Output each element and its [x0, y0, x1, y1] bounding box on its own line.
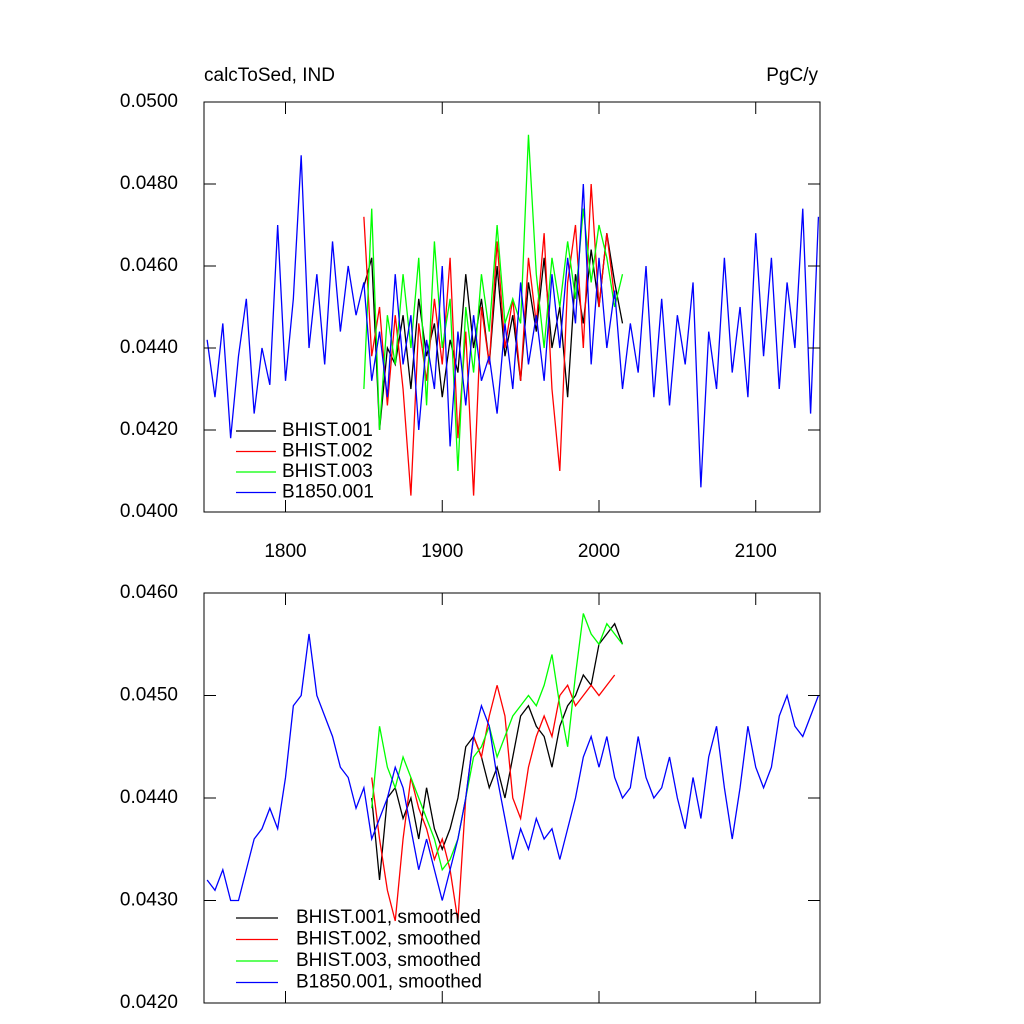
legend-label: BHIST.002, smoothed: [296, 929, 481, 950]
y-tick-label: 0.0400: [120, 501, 178, 522]
legend-label: BHIST.002: [282, 441, 373, 462]
y-tick-label: 0.0440: [120, 337, 178, 358]
x-tick-label: 1800: [264, 541, 306, 562]
series-line: [371, 613, 624, 872]
series-line: [371, 674, 616, 922]
series-line: [206, 633, 820, 902]
legend-label: B1850.001, smoothed: [296, 972, 482, 993]
y-tick-label: 0.0430: [120, 890, 178, 911]
y-tick-label: 0.0420: [120, 419, 178, 440]
series-line: [206, 155, 820, 488]
legend-label: BHIST.001: [282, 420, 373, 441]
y-tick-label: 0.0480: [120, 173, 178, 194]
series-line: [371, 622, 624, 881]
x-tick-label: 1900: [421, 541, 463, 562]
legend-label: BHIST.003, smoothed: [296, 950, 481, 971]
chart-title: calcToSed, IND: [204, 65, 335, 86]
y-tick-label: 0.0460: [120, 255, 178, 276]
x-tick-label: 2100: [735, 541, 777, 562]
y-tick-label: 0.0420: [120, 992, 178, 1013]
units-label: PgC/y: [766, 65, 818, 86]
y-tick-label: 0.0450: [120, 685, 178, 706]
series-line: [363, 233, 624, 431]
x-tick-label: 2000: [578, 541, 620, 562]
y-tick-label: 0.0500: [120, 91, 178, 112]
legend-label: BHIST.003: [282, 461, 373, 482]
series-line: [363, 183, 616, 496]
y-tick-label: 0.0440: [120, 787, 178, 808]
legend-label: BHIST.001, smoothed: [296, 907, 481, 928]
y-tick-label: 0.0460: [120, 582, 178, 603]
legend-label: B1850.001: [282, 482, 374, 503]
plot-frame: [203, 101, 821, 513]
